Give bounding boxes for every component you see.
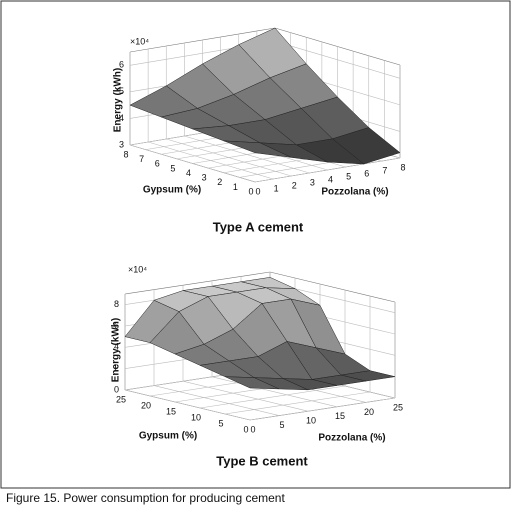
- z-axis-label: Energy (kWh): [111, 318, 122, 382]
- x-tick-label: 0: [255, 186, 260, 196]
- x-tick-label: 7: [382, 165, 387, 175]
- grid-line: [199, 385, 346, 409]
- y-tick-label: 10: [191, 412, 201, 422]
- grid-line: [224, 391, 371, 415]
- x-tick-label: 1: [274, 183, 279, 193]
- z-tick-label: 4: [114, 342, 119, 352]
- box-edge: [124, 271, 271, 295]
- x-tick-label: 20: [364, 407, 374, 417]
- box-edge: [269, 271, 396, 303]
- grid-line: [153, 385, 280, 416]
- y-axis-label: Gypsum (%): [139, 431, 197, 442]
- x-tick-label: 6: [364, 168, 369, 178]
- x-tick-label: 8: [400, 162, 405, 172]
- x-tick-label: 3: [310, 177, 315, 187]
- y-tick-label: 7: [139, 154, 144, 164]
- grid-line: [274, 40, 401, 79]
- y-tick-label: 8: [123, 149, 128, 159]
- y-tick-label: 5: [218, 418, 223, 428]
- y-tick-label: 0: [248, 186, 253, 196]
- x-tick-label: 5: [279, 420, 284, 430]
- caption: Figure 15. Power consumption for produci…: [6, 491, 285, 505]
- z-tick-label: 6: [114, 320, 119, 330]
- y-tick-label: 1: [233, 182, 238, 192]
- z-axis-label: Energy (kWh): [113, 68, 124, 132]
- grid-line: [182, 380, 309, 412]
- y-tick-label: 20: [141, 400, 151, 410]
- z-tick-label: 0: [114, 384, 119, 394]
- z-tick-label: 6: [119, 60, 124, 70]
- z-tick-label: 4: [119, 113, 124, 123]
- x-axis-label: Pozzolana (%): [318, 433, 385, 444]
- x-tick-label: 0: [250, 424, 255, 434]
- y-tick-label: 4: [186, 168, 191, 178]
- grid-line: [124, 389, 251, 421]
- y-tick-label: 0: [243, 424, 248, 434]
- x-tick-label: 2: [292, 180, 297, 190]
- grid-line: [254, 157, 401, 183]
- figure-border: [0, 0, 511, 489]
- y-tick-label: 2: [217, 177, 222, 187]
- y-tick-label: 6: [155, 159, 160, 169]
- x-tick-label: 15: [335, 411, 345, 421]
- grid-line: [249, 397, 396, 421]
- z-exponent: ×10⁴: [130, 36, 149, 46]
- x-tick-label: 10: [306, 416, 316, 426]
- z-tick-label: 5: [119, 86, 124, 96]
- z-exponent: ×10⁴: [128, 264, 147, 274]
- surface-patch: [224, 376, 280, 390]
- y-tick-label: 15: [166, 406, 176, 416]
- x-axis-label: Pozzolana (%): [321, 187, 388, 198]
- y-tick-label: 3: [202, 173, 207, 183]
- y-axis-label: Gypsum (%): [143, 185, 201, 196]
- z-tick-label: 2: [114, 363, 119, 373]
- grid-line: [211, 376, 338, 408]
- surface-patch: [223, 140, 292, 158]
- z-tick-label: 8: [114, 299, 119, 309]
- x-tick-label: 5: [346, 171, 351, 181]
- y-tick-label: 25: [116, 394, 126, 404]
- z-tick-label: 3: [119, 139, 124, 149]
- x-tick-label: 4: [328, 174, 333, 184]
- x-tick-label: 25: [393, 402, 403, 412]
- y-tick-label: 5: [170, 163, 175, 173]
- chart-title: Type A cement: [213, 219, 304, 234]
- chart-title: Type B cement: [216, 453, 308, 468]
